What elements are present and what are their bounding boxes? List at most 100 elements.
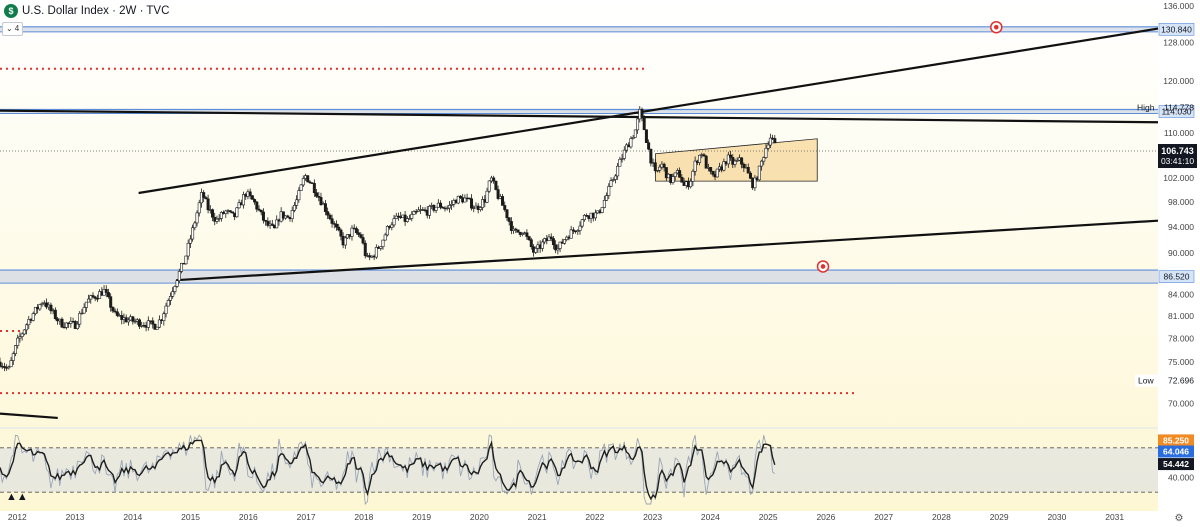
- main-pane[interactable]: [0, 20, 1159, 420]
- candle: [64, 322, 68, 330]
- rsi-pane[interactable]: ▲▲: [0, 434, 1158, 506]
- candle-body: [631, 137, 635, 139]
- candle: [31, 311, 35, 322]
- candle: [509, 217, 513, 235]
- candle: [655, 169, 659, 173]
- candle-body: [408, 218, 412, 220]
- candle: [312, 179, 316, 197]
- chevron-down-icon: ⌄: [6, 24, 13, 33]
- candle: [350, 225, 354, 241]
- candle-body: [722, 161, 726, 171]
- candle-body: [180, 262, 184, 272]
- candle: [434, 206, 438, 214]
- candle-body: [746, 167, 750, 174]
- level-band-130.840[interactable]: [0, 26, 1158, 32]
- candle: [292, 201, 296, 213]
- last-price-tag[interactable]: [1158, 144, 1197, 169]
- candle: [605, 192, 609, 201]
- candle-body: [248, 191, 252, 196]
- candle: [306, 175, 310, 183]
- candle: [540, 239, 544, 252]
- candle: [191, 224, 195, 242]
- time-tick-label: 2014: [123, 512, 142, 522]
- candle: [255, 200, 259, 213]
- candle-body: [217, 218, 221, 220]
- candle: [698, 154, 702, 166]
- candle: [13, 344, 17, 357]
- candle: [585, 213, 589, 217]
- candle-body: [312, 183, 316, 194]
- level-band-114.030[interactable]: [0, 109, 1158, 114]
- candle: [394, 212, 398, 220]
- settings-gear-icon: ⚙: [1175, 513, 1184, 524]
- rsi-value-tag[interactable]: [1158, 445, 1194, 458]
- candle: [534, 246, 538, 255]
- candle-body: [760, 160, 764, 167]
- candle-body: [153, 323, 157, 330]
- level-tag[interactable]: [1158, 23, 1195, 36]
- candle: [760, 159, 764, 171]
- candle: [357, 229, 361, 238]
- candle: [611, 177, 615, 182]
- time-tick-label: 2022: [585, 512, 604, 522]
- candle: [217, 214, 221, 222]
- candle: [704, 154, 708, 169]
- price-tick-label: 120.000: [1163, 76, 1194, 86]
- candle-body: [740, 157, 744, 165]
- tradingview-logo-icon: ▲▲: [6, 491, 28, 503]
- level-tag[interactable]: [1158, 270, 1195, 283]
- candle-body: [297, 190, 301, 201]
- candle-body: [385, 226, 389, 236]
- candle: [600, 207, 604, 214]
- rsi-slow-line[interactable]: [0, 439, 776, 501]
- rsi-value-tag[interactable]: [1158, 434, 1194, 447]
- candle: [60, 317, 64, 328]
- candle-body: [711, 171, 715, 175]
- candle-body: [620, 158, 624, 160]
- candle-body: [381, 239, 385, 247]
- time-tick-label: 2018: [354, 512, 373, 522]
- candle-body: [764, 147, 768, 158]
- candle-body: [709, 167, 713, 172]
- level-tag[interactable]: [1158, 105, 1195, 118]
- candle-body: [13, 345, 17, 354]
- candle: [319, 192, 323, 206]
- time-tick-label: 2023: [643, 512, 662, 522]
- rsi-value-tag[interactable]: [1158, 458, 1194, 471]
- candle-body: [680, 177, 684, 183]
- collapse-button[interactable]: ⌄ 4: [2, 22, 24, 36]
- time-axis[interactable]: [0, 511, 1158, 527]
- candle: [481, 196, 485, 211]
- candle: [658, 164, 662, 173]
- candle: [25, 323, 29, 335]
- candle-body: [622, 149, 626, 159]
- price-tick-label: 94.000: [1168, 222, 1194, 232]
- trendline-3[interactable]: [0, 412, 58, 420]
- candle: [722, 158, 726, 172]
- candle-body: [177, 271, 181, 281]
- candle-body: [516, 229, 520, 233]
- trendline-2[interactable]: [176, 219, 1159, 282]
- candle-body: [551, 238, 555, 246]
- candle: [525, 229, 529, 240]
- candle: [87, 294, 91, 303]
- symbol-title[interactable]: U.S. Dollar Index · 2W · TVC: [22, 5, 170, 17]
- candle-body: [0, 361, 2, 367]
- candle-body: [84, 301, 88, 308]
- candle: [463, 194, 467, 203]
- candle: [78, 311, 82, 328]
- candle: [49, 302, 53, 315]
- candle-body: [235, 207, 239, 218]
- candle: [171, 287, 175, 299]
- candle: [16, 334, 20, 349]
- candle: [27, 315, 31, 330]
- trendline-1[interactable]: [138, 27, 1159, 195]
- candle: [204, 195, 208, 200]
- candle: [95, 294, 99, 302]
- alert-target-icon-dot: [820, 264, 826, 269]
- price-tick-label: 70.000: [1168, 398, 1194, 408]
- trendline-0[interactable]: [0, 109, 1159, 124]
- candle: [390, 222, 394, 231]
- level-band-86.520[interactable]: [0, 270, 1158, 284]
